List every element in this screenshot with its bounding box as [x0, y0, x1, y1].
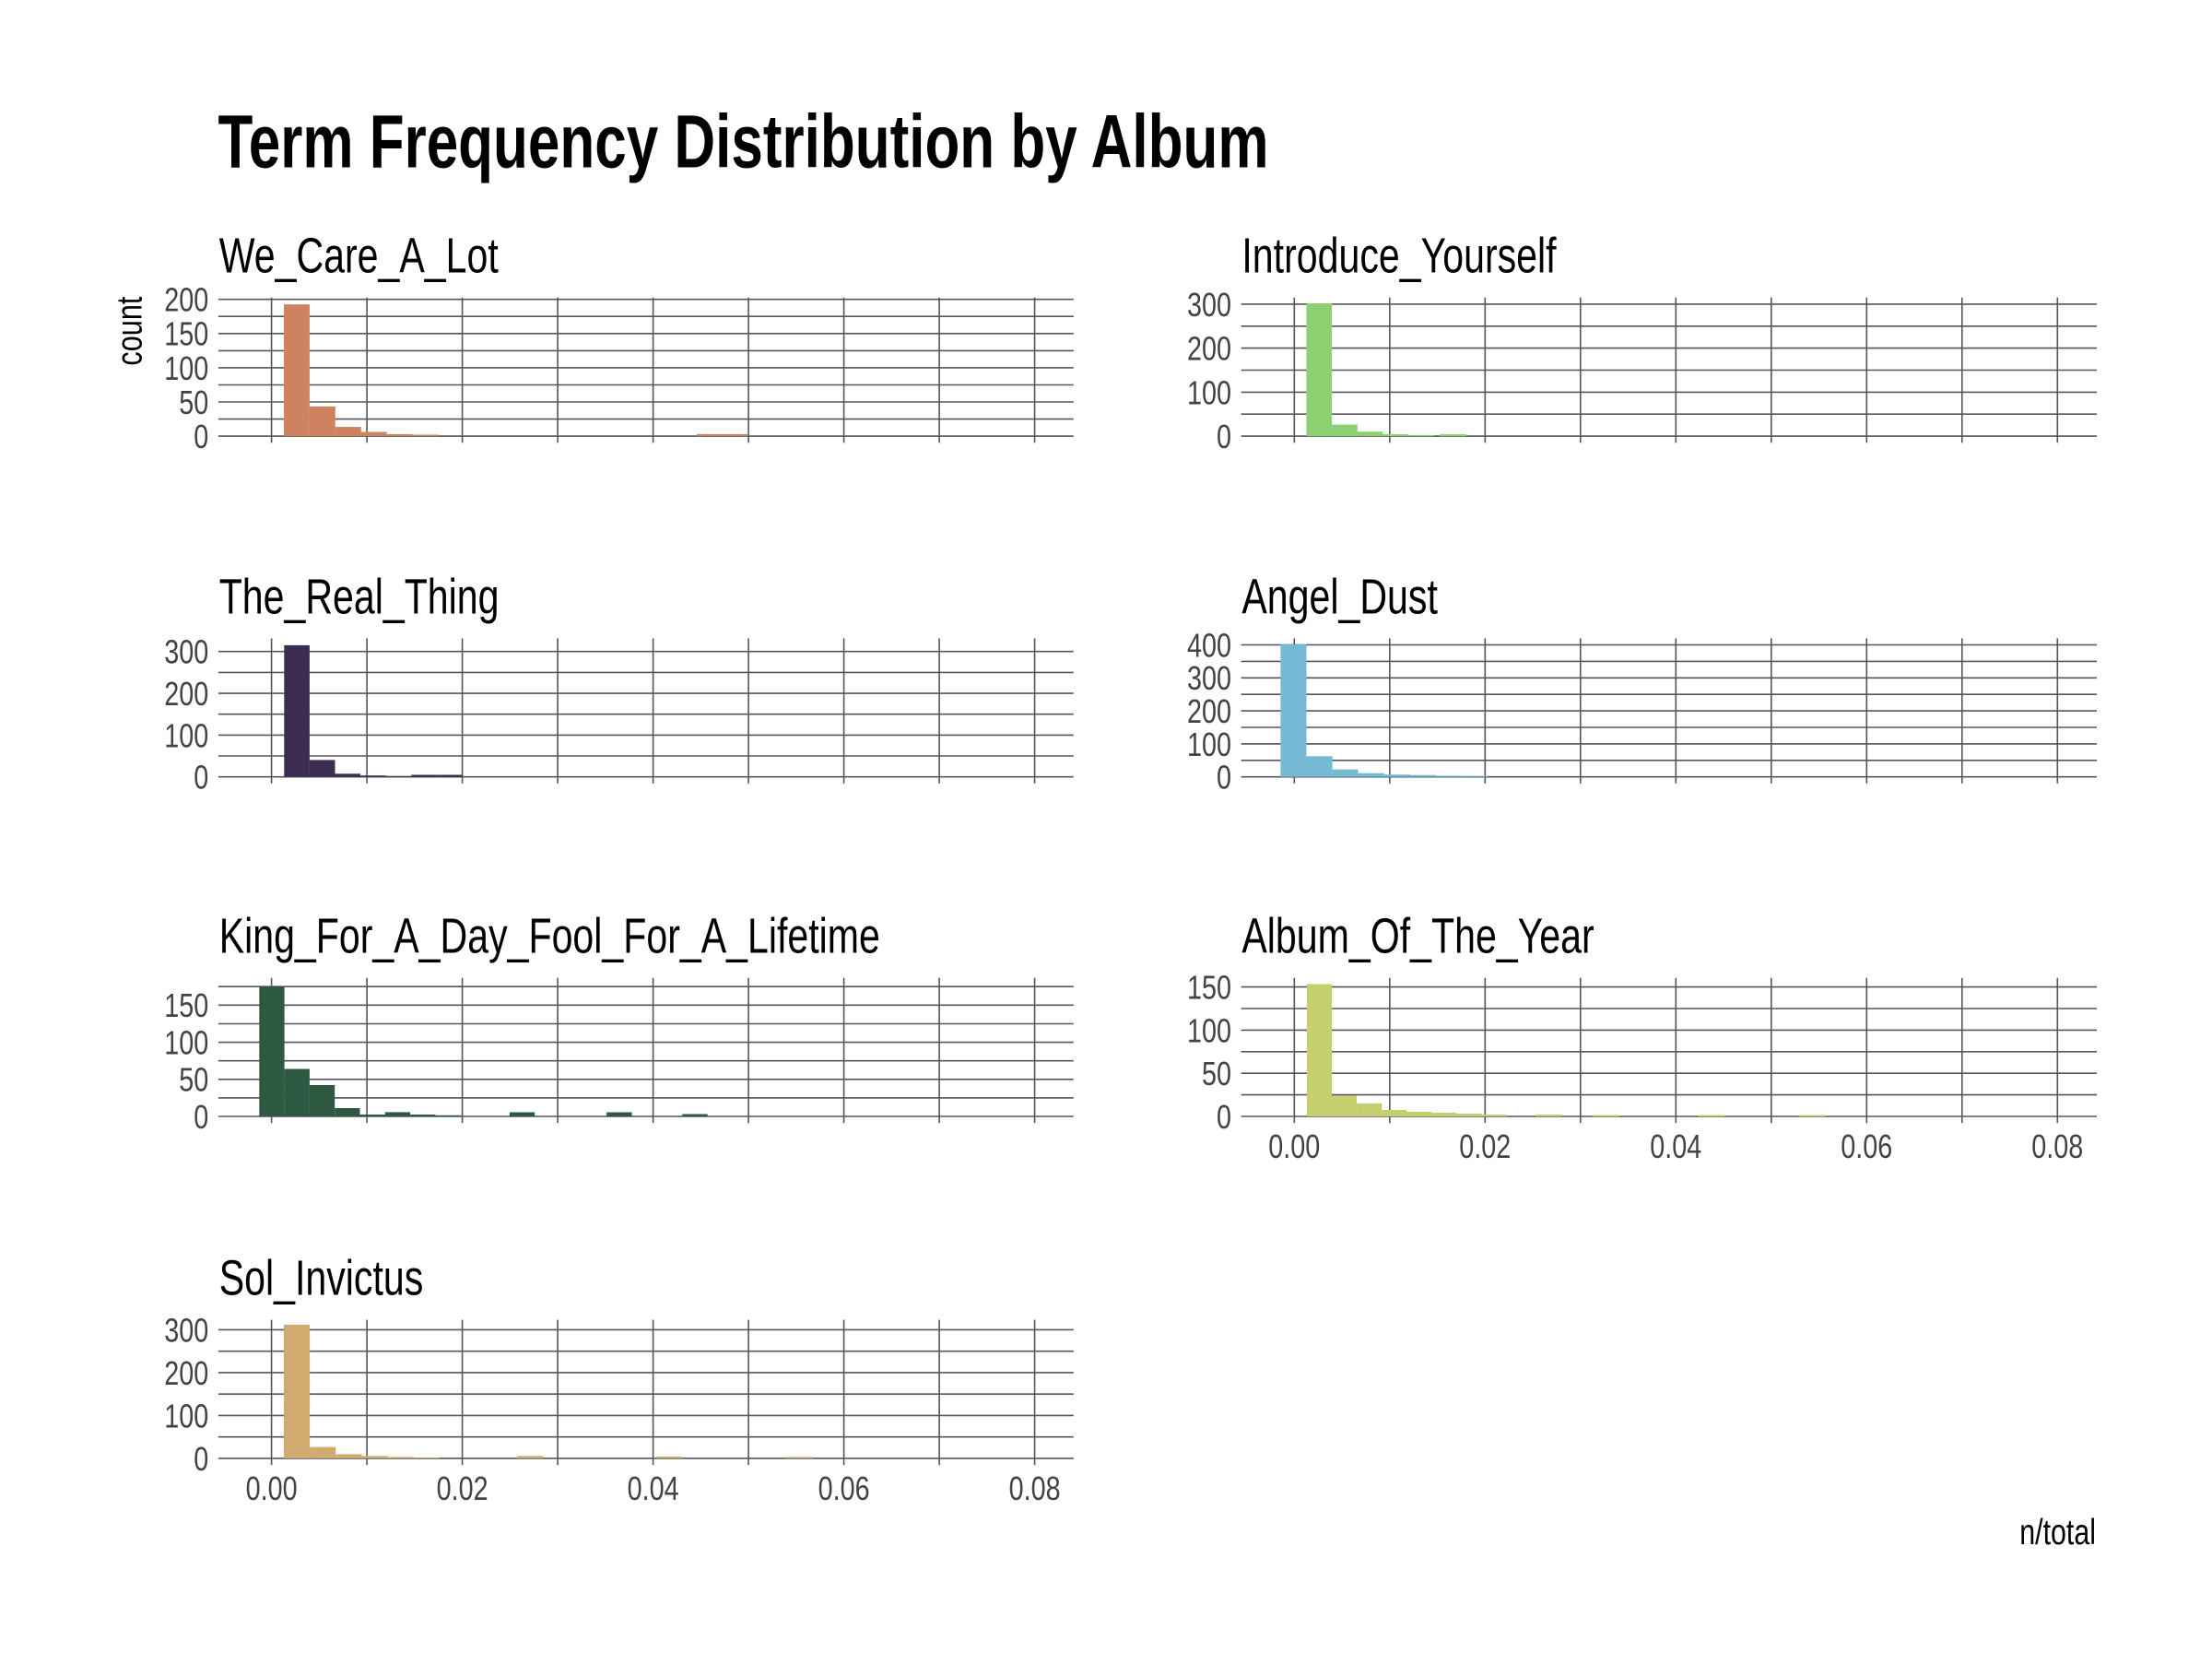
svg-text:0: 0 [1217, 1098, 1231, 1136]
svg-text:100: 100 [164, 349, 208, 387]
svg-text:150: 150 [164, 986, 208, 1024]
svg-text:300: 300 [164, 633, 208, 671]
svg-text:Introduce_Yourself: Introduce_Yourself [1241, 229, 1557, 284]
svg-text:150: 150 [164, 315, 208, 353]
svg-text:n/total: n/total [2019, 1513, 2096, 1552]
svg-text:0.08: 0.08 [2031, 1127, 2083, 1165]
svg-text:0.00: 0.00 [1268, 1127, 1320, 1165]
svg-text:Angel_Dust: Angel_Dust [1241, 569, 1438, 624]
svg-text:Album_Of_The_Year: Album_Of_The_Year [1241, 909, 1594, 964]
svg-text:0: 0 [1217, 418, 1231, 455]
svg-text:0.06: 0.06 [1841, 1127, 1892, 1165]
svg-text:200: 200 [164, 281, 208, 319]
svg-text:50: 50 [179, 384, 208, 421]
svg-text:200: 200 [164, 675, 208, 713]
svg-text:50: 50 [179, 1061, 208, 1099]
svg-text:100: 100 [1187, 373, 1231, 411]
svg-text:100: 100 [164, 1024, 208, 1062]
svg-text:0: 0 [194, 1098, 208, 1136]
svg-text:150: 150 [1187, 969, 1231, 1007]
svg-text:0.04: 0.04 [1650, 1127, 1701, 1165]
svg-text:200: 200 [1187, 330, 1231, 368]
svg-text:The_Real_Thing: The_Real_Thing [219, 569, 500, 624]
svg-text:0.00: 0.00 [246, 1469, 298, 1507]
svg-text:50: 50 [1202, 1055, 1231, 1092]
svg-text:200: 200 [1187, 692, 1231, 730]
svg-text:0.08: 0.08 [1009, 1469, 1061, 1507]
svg-text:0.04: 0.04 [628, 1469, 679, 1507]
svg-text:We_Care_A_Lot: We_Care_A_Lot [219, 229, 499, 284]
svg-text:100: 100 [164, 716, 208, 754]
svg-text:0: 0 [194, 418, 208, 455]
svg-text:300: 300 [1187, 659, 1231, 697]
svg-text:100: 100 [1187, 1011, 1231, 1049]
svg-text:300: 300 [1187, 286, 1231, 324]
svg-text:count: count [110, 296, 149, 365]
svg-text:0: 0 [1217, 759, 1231, 797]
svg-text:100: 100 [164, 1397, 208, 1434]
svg-text:Term Frequency Distribution by: Term Frequency Distribution by Album [218, 100, 1269, 183]
svg-text:0.02: 0.02 [437, 1469, 488, 1507]
svg-text:100: 100 [1187, 726, 1231, 763]
svg-text:King_For_A_Day_Fool_For_A_Life: King_For_A_Day_Fool_For_A_Lifetime [219, 909, 880, 964]
svg-text:0: 0 [194, 759, 208, 797]
svg-text:0: 0 [194, 1440, 208, 1478]
svg-text:300: 300 [164, 1311, 208, 1349]
svg-text:0.02: 0.02 [1459, 1127, 1511, 1165]
svg-text:200: 200 [164, 1354, 208, 1392]
svg-text:400: 400 [1187, 626, 1231, 664]
svg-text:Sol_Invictus: Sol_Invictus [219, 1251, 424, 1306]
svg-text:0.06: 0.06 [818, 1469, 870, 1507]
